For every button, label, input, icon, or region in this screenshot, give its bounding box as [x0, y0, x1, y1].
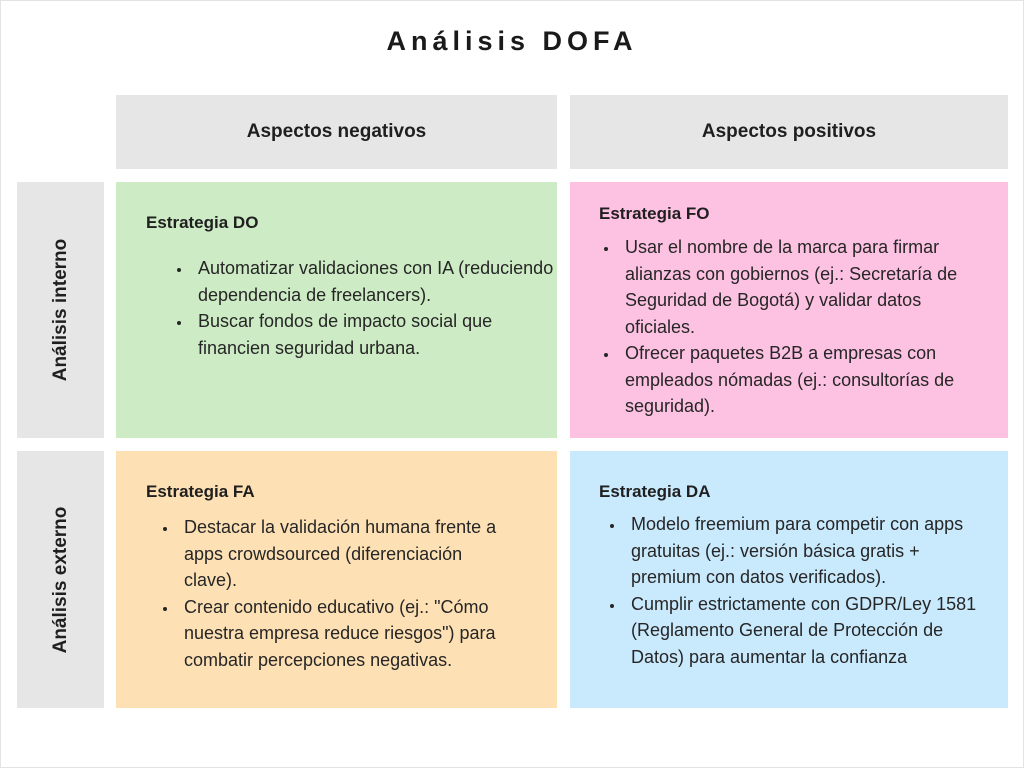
page-title: Análisis DOFA	[386, 26, 638, 56]
column-header-negative: Aspectos negativos	[116, 95, 557, 169]
strategy-do-cell: Estrategia DO Automatizar validaciones c…	[116, 182, 557, 438]
list-item: Automatizar validaciones con IA (reducie…	[192, 255, 562, 308]
strategy-fo-list: Usar el nombre de la marca para firmar a…	[599, 234, 992, 420]
list-item: Crear contenido educativo (ej.: "Cómo nu…	[178, 594, 498, 674]
strategy-do-list: Automatizar validaciones con IA (reducie…	[146, 255, 562, 361]
strategy-da-list: Modelo freemium para competir con apps g…	[599, 511, 992, 670]
list-item: Cumplir estrictamente con GDPR/Ley 1581 …	[625, 591, 992, 671]
list-item: Modelo freemium para competir con apps g…	[625, 511, 992, 591]
strategy-da-heading: Estrategia DA	[599, 482, 711, 501]
list-item: Buscar fondos de impacto social que fina…	[192, 308, 562, 361]
strategy-da-cell: Estrategia DA Modelo freemium para compe…	[570, 451, 1008, 708]
list-item: Ofrecer paquetes B2B a empresas con empl…	[619, 340, 992, 420]
strategy-fo-cell: Estrategia FO Usar el nombre de la marca…	[570, 182, 1008, 438]
row-header-external: Análisis externo	[17, 451, 104, 708]
list-item: Destacar la validación humana frente a a…	[178, 514, 498, 594]
row-header-internal-label: Análisis interno	[49, 238, 71, 382]
strategy-fa-heading: Estrategia FA	[146, 482, 255, 501]
row-header-internal: Análisis interno	[17, 182, 104, 438]
row-header-external-label: Análisis externo	[49, 506, 71, 653]
strategy-do-heading: Estrategia DO	[146, 213, 259, 232]
column-header-positive: Aspectos positivos	[570, 95, 1008, 169]
list-item: Usar el nombre de la marca para firmar a…	[619, 234, 992, 340]
strategy-fa-list: Destacar la validación humana frente a a…	[146, 514, 498, 673]
strategy-fa-cell: Estrategia FA Destacar la validación hum…	[116, 451, 557, 708]
strategy-fo-heading: Estrategia FO	[599, 204, 710, 223]
